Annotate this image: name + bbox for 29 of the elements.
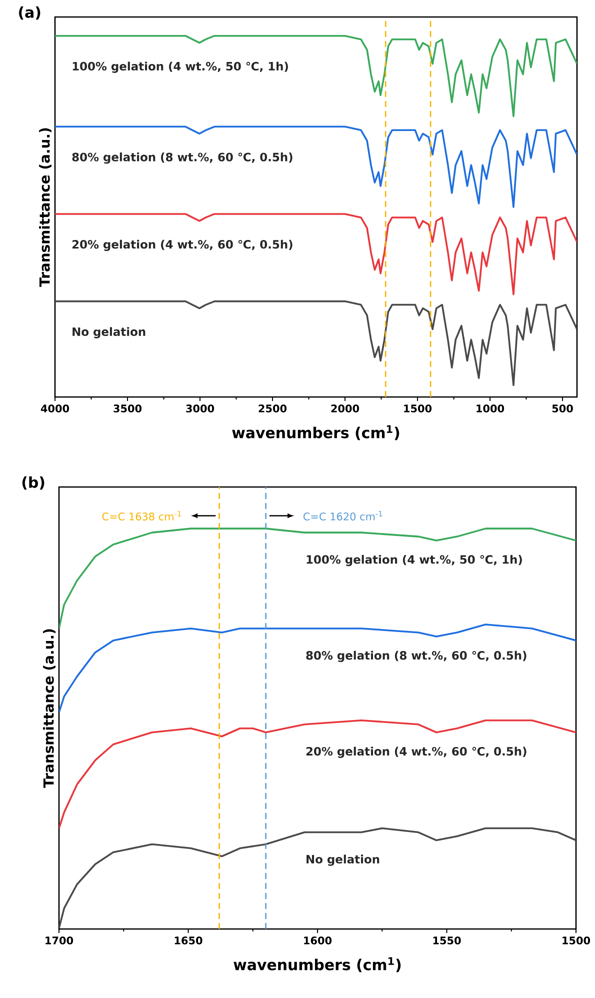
series-label: No gelation bbox=[306, 854, 380, 866]
text: 100% gelation (4 wt.%, 50 ℃, 1h) bbox=[72, 62, 288, 73]
x-tick-label: 1700 bbox=[46, 936, 74, 944]
y-axis-title: Transmittance (a.u.) bbox=[43, 629, 56, 788]
chart-title: (b) bbox=[22, 476, 44, 490]
x-tick-label: 1600 bbox=[304, 936, 332, 944]
ref-line-label: C=C 1620 cm$^{-1}$ bbox=[304, 510, 382, 520]
series-label: 20% gelation (4 wt.%, 60 ℃, 0.5h) bbox=[306, 746, 526, 758]
x-tick-label: 3500 bbox=[114, 404, 142, 412]
ref-line-label: C=C 1638 cm$^{-1}$ bbox=[102, 510, 181, 520]
x-axis-title: wavenumbers (cm$^{1}$) bbox=[234, 957, 401, 972]
series-label: 100% gelation (4 wt.%, 50 ℃, 1h) bbox=[306, 554, 522, 566]
x-tick-label: 1650 bbox=[174, 936, 202, 944]
x-tick-label: 1550 bbox=[433, 936, 461, 944]
chart-title: (a) bbox=[19, 6, 40, 20]
text: 80% gelation (8 wt.%, 60 ℃, 0.5h) bbox=[72, 152, 292, 164]
y-axis-title: Transmittance (a.u.) bbox=[39, 128, 52, 287]
x-tick-label: 3000 bbox=[186, 404, 214, 412]
x-axis-title: wavenumbers (cm$^{1}$) bbox=[232, 425, 400, 440]
x-tick-label: 2500 bbox=[258, 404, 287, 412]
text: 20% gelation (4 wt.%, 60 ℃, 0.5h) bbox=[72, 240, 292, 251]
x-tick-label: 1000 bbox=[476, 404, 504, 412]
x-tick-label: 1500 bbox=[562, 936, 590, 944]
x-tick-label: 500 bbox=[552, 404, 573, 412]
x-tick-label: 1500 bbox=[404, 404, 432, 412]
series-label: 80% gelation (8 wt.%, 60 ℃, 0.5h) bbox=[306, 650, 526, 662]
text: No gelation bbox=[72, 327, 146, 338]
x-tick-label: 4000 bbox=[40, 404, 70, 412]
x-tick-label: 2000 bbox=[331, 404, 360, 412]
